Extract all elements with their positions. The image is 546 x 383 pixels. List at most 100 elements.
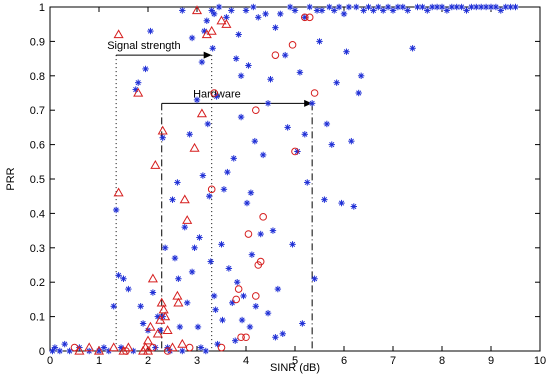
triangle-point <box>196 108 207 118</box>
asterisk-point <box>246 323 254 331</box>
asterisk-point <box>269 227 277 234</box>
asterisk-point <box>399 3 406 11</box>
asterisk-point <box>149 289 157 296</box>
asterisk-point <box>110 303 117 310</box>
asterisk-point <box>137 303 144 310</box>
asterisk-point <box>274 285 282 293</box>
triangle-point <box>123 342 134 352</box>
asterisk-point <box>235 31 242 38</box>
triangle-point <box>147 273 158 283</box>
triangle-point <box>113 187 124 197</box>
asterisk-point <box>308 100 316 107</box>
asterisk-point <box>321 196 328 203</box>
asterisk-point <box>438 3 446 11</box>
asterisk-point <box>230 155 237 162</box>
triangle-point <box>113 29 124 39</box>
asterisk-point <box>370 7 377 14</box>
asterisk-point <box>409 45 416 52</box>
asterisk-point <box>389 7 397 14</box>
asterisk-point <box>225 265 233 272</box>
asterisk-point <box>380 7 387 14</box>
asterisk-point <box>233 279 241 286</box>
y-tick-label: 0.7 <box>30 105 45 117</box>
asterisk-point <box>348 137 355 145</box>
circle-point <box>207 185 216 194</box>
asterisk-point <box>147 27 154 35</box>
asterisk-point <box>228 7 235 14</box>
circle-point <box>70 343 79 352</box>
y-tick-label: 0.5 <box>30 174 45 186</box>
asterisk-point <box>181 223 188 231</box>
asterisk-point <box>296 69 304 76</box>
asterisk-point <box>184 299 191 307</box>
triangle-point <box>133 87 144 97</box>
y-axis-label: PRR <box>5 167 17 190</box>
asterisk-point <box>139 320 147 327</box>
x-tick-label: 10 <box>534 355 546 367</box>
asterisk-point <box>242 7 250 14</box>
asterisk-point <box>213 93 220 100</box>
asterisk-point <box>299 320 306 327</box>
asterisk-point <box>215 3 223 11</box>
asterisk-point <box>120 275 127 282</box>
x-tick-label: 8 <box>439 355 445 367</box>
circle-point <box>237 333 245 342</box>
asterisk-point <box>318 7 326 14</box>
y-tick-label: 0.1 <box>30 312 45 324</box>
asterisk-point <box>424 7 431 14</box>
circle-point <box>305 13 314 22</box>
x-tick-label: 0 <box>47 355 53 367</box>
y-tick-label: 0.9 <box>30 36 45 48</box>
triangle-point <box>179 194 190 204</box>
asterisk-point <box>210 292 218 300</box>
asterisk-point <box>345 3 353 11</box>
asterisk-point <box>248 251 256 258</box>
asterisk-point <box>272 334 279 341</box>
asterisk-point <box>323 120 331 128</box>
asterisk-point <box>238 316 246 324</box>
asterisk-point <box>179 7 186 14</box>
asterisk-point <box>56 347 63 355</box>
asterisk-point <box>331 7 338 14</box>
asterisk-point <box>188 268 196 276</box>
asterisk-point <box>115 272 122 279</box>
asterisk-point <box>384 3 392 11</box>
circle-point <box>122 347 130 355</box>
circle-point <box>310 89 319 97</box>
x-tick-label: 4 <box>243 355 249 367</box>
asterisk-point <box>159 134 166 141</box>
asterisk-point <box>286 3 294 11</box>
asterisk-point <box>175 275 182 282</box>
asterisk-point <box>203 17 210 24</box>
circle-point <box>301 13 309 22</box>
triangle-point <box>157 125 168 135</box>
asterisk-point <box>199 172 207 179</box>
asterisk-point <box>198 58 206 66</box>
asterisk-point <box>193 96 201 104</box>
asterisk-point <box>458 3 465 11</box>
x-tick-label: 6 <box>341 355 347 367</box>
asterisk-point <box>267 76 274 83</box>
asterisk-point <box>338 199 345 207</box>
annotation-arrowhead <box>304 99 313 107</box>
asterisk-point <box>207 258 214 265</box>
asterisk-point <box>218 241 225 248</box>
asterisk-point <box>282 51 289 59</box>
circle-point <box>163 347 172 355</box>
circle-point <box>291 147 299 156</box>
asterisk-point <box>478 3 485 11</box>
x-tick-label: 9 <box>488 355 494 367</box>
asterisk-point <box>419 3 426 11</box>
triangle-point <box>156 297 167 307</box>
asterisk-point <box>497 7 504 14</box>
asterisk-point <box>289 241 296 248</box>
asterisk-point <box>188 34 196 42</box>
asterisk-point <box>357 72 365 79</box>
asterisk-point <box>112 206 120 214</box>
asterisk-point <box>206 193 213 200</box>
asterisk-point <box>264 309 272 317</box>
asterisk-point <box>186 131 193 138</box>
asterisk-point <box>252 303 259 310</box>
asterisk-point <box>468 3 475 11</box>
